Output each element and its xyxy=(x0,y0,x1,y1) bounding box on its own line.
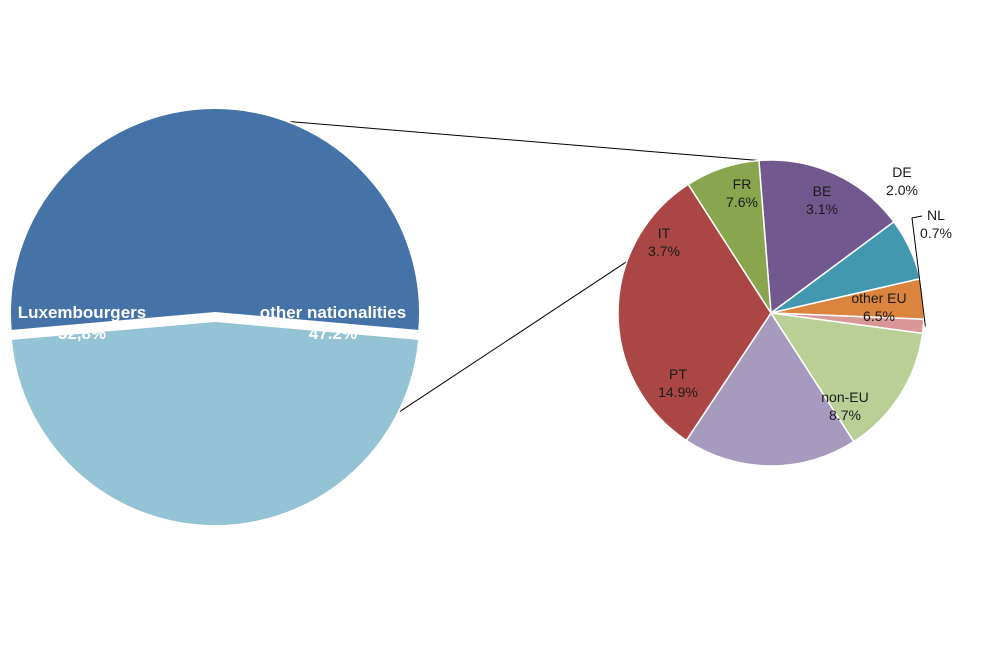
data-label-nl-line-2: 0.7% xyxy=(920,225,952,241)
data-label-luxembourgers: Luxembourgers 52,8% xyxy=(18,303,146,343)
data-label-nl-line-1: NL xyxy=(927,207,945,223)
data-label-de-line-1: DE xyxy=(892,164,911,180)
data-label-be-line-1: BE xyxy=(813,183,832,199)
data-label-be-line-2: 3.1% xyxy=(806,201,838,217)
sub-pie-slice-non-eu xyxy=(685,311,855,467)
data-label-pt-line-1: PT xyxy=(669,366,687,382)
data-label-other-nationalities: other nationalities 47.2% xyxy=(260,303,406,343)
data-label-fr-line-1: FR xyxy=(733,176,752,192)
data-label-de-line-2: 2.0% xyxy=(886,182,918,198)
sub-pie-slice-fr xyxy=(758,159,895,315)
data-label-other-nationalities-line-1: other nationalities xyxy=(260,303,406,322)
data-label-pt: PT 14.9% xyxy=(658,366,698,400)
data-label-luxembourgers-line-2: 52,8% xyxy=(58,324,106,343)
data-label-be: BE 3.1% xyxy=(806,183,838,217)
data-label-other-eu-line-2: 6.5% xyxy=(863,308,895,324)
data-label-it: IT 3.7% xyxy=(648,225,680,259)
data-label-nl: NL 0.7% xyxy=(920,207,952,241)
main-pie-slice-other-nationalities xyxy=(9,319,421,527)
data-label-other-nationalities-line-2: 47.2% xyxy=(309,324,357,343)
data-label-de: DE 2.0% xyxy=(886,164,918,198)
data-label-pt-line-2: 14.9% xyxy=(658,384,698,400)
leader-line-nl xyxy=(911,215,926,327)
data-label-it-line-1: IT xyxy=(658,225,671,241)
sub-pie-slice-other-eu xyxy=(769,312,924,443)
data-label-non-eu: non-EU 8.7% xyxy=(821,389,868,423)
sub-pie-slice-it xyxy=(687,159,772,314)
connector-line-top xyxy=(227,115,759,161)
data-label-fr-line-2: 7.6% xyxy=(726,194,758,210)
data-label-it-line-2: 3.7% xyxy=(648,243,680,259)
data-label-other-eu-line-1: other EU xyxy=(851,290,906,306)
data-label-non-eu-line-2: 8.7% xyxy=(829,407,861,423)
main-pie-slice-luxembourgers xyxy=(9,107,421,333)
data-label-fr: FR 7.6% xyxy=(726,176,758,210)
data-label-non-eu-line-1: non-EU xyxy=(821,389,868,405)
sub-pie-slice-pt xyxy=(617,183,772,442)
data-label-luxembourgers-line-1: Luxembourgers xyxy=(18,303,146,322)
data-label-other-eu: other EU 6.5% xyxy=(851,290,906,324)
